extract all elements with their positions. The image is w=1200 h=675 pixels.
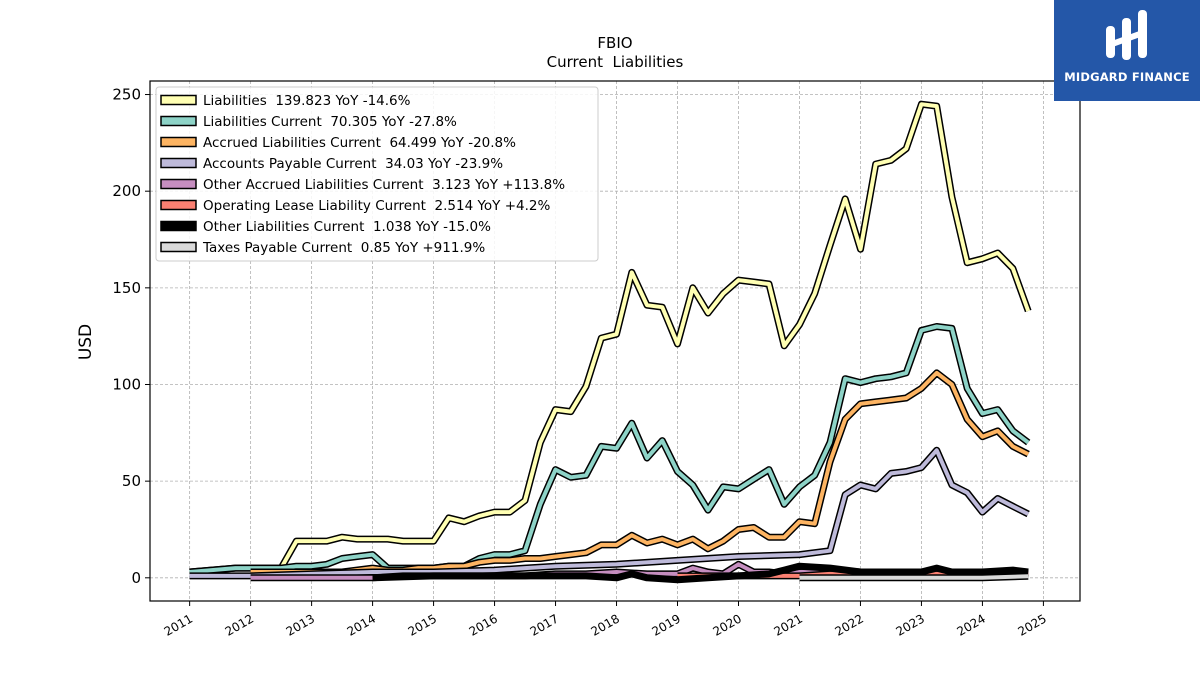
x-tick-label: 2017: [528, 611, 561, 638]
x-tick-label: 2011: [162, 611, 195, 638]
legend-entry: Taxes Payable Current 0.85 YoY +911.9%: [202, 240, 485, 256]
legend: Liabilities 139.823 YoY -14.6% Liabilitie…: [155, 86, 599, 262]
x-tick-label: 2024: [954, 611, 987, 638]
legend-swatch: [160, 178, 197, 190]
chart-title: FBIO: [597, 34, 632, 52]
x-tick-label: 2013: [284, 611, 317, 638]
brand-name: MIDGARD FINANCE: [1064, 70, 1190, 84]
x-tick-label: 2020: [711, 611, 744, 638]
chart-subtitle: Current Liabilities: [547, 53, 684, 71]
legend-entry: Other Accrued Liabilities Current 3.123 …: [203, 177, 565, 193]
x-tick-label: 2022: [833, 611, 866, 638]
series-line-other-liabilities-current: [372, 564, 1029, 582]
y-tick-label: 250: [112, 86, 141, 104]
series-outline-accounts-payable-current: [189, 446, 1030, 580]
x-tick-label: 2018: [589, 611, 622, 638]
y-tick-label: 0: [131, 569, 141, 587]
legend-swatch: [160, 241, 197, 253]
y-axis-label: USD: [76, 324, 96, 360]
x-tick-label: 2012: [223, 611, 256, 638]
series-line-liabilities: [189, 102, 1031, 574]
y-tick-label: 150: [112, 279, 141, 297]
midgard-logo-icon: [1106, 10, 1147, 60]
legend-swatch: [160, 199, 197, 211]
x-tick-label: 2023: [893, 611, 926, 638]
y-tick-label: 50: [122, 472, 141, 490]
series-line-accounts-payable-current: [189, 448, 1030, 578]
legend-swatch: [160, 220, 197, 232]
legend-entry: Other Liabilities Current 1.038 YoY -15.…: [203, 219, 491, 235]
legend-swatch: [160, 136, 197, 148]
x-tick-label: 2014: [345, 611, 378, 638]
series-line-liabilities-current: [189, 324, 1030, 574]
y-tick-label: 100: [112, 375, 141, 393]
series-line-accrued-liabilities-current: [250, 370, 1030, 574]
y-tick-label: 200: [112, 182, 141, 200]
brand-logo: MIDGARD FINANCE: [1054, 0, 1200, 101]
legend-swatch: [160, 94, 197, 106]
legend-swatch: [160, 115, 197, 127]
plot-frame: [149, 80, 1081, 602]
legend-entry: Accrued Liabilities Current 64.499 YoY -…: [203, 135, 516, 151]
legend-entry: Liabilities Current 70.305 YoY -27.8%: [203, 114, 457, 130]
legend-box: [155, 86, 599, 262]
series-layer: [189, 100, 1032, 584]
legend-swatch: [160, 157, 197, 169]
x-tick-label: 2015: [406, 611, 439, 638]
legend-entry: Liabilities 139.823 YoY -14.6%: [203, 93, 411, 109]
series-line-taxes-payable-current: [799, 574, 1029, 580]
legend-entry: Accounts Payable Current 34.03 YoY -23.9…: [203, 156, 503, 172]
x-tick-label: 2025: [1015, 611, 1048, 638]
x-tick-label: 2016: [467, 611, 500, 638]
legend-entry: Operating Lease Liability Current 2.514 …: [203, 198, 550, 214]
x-tick-label: 2021: [772, 611, 805, 638]
x-tick-label: 2019: [650, 611, 683, 638]
